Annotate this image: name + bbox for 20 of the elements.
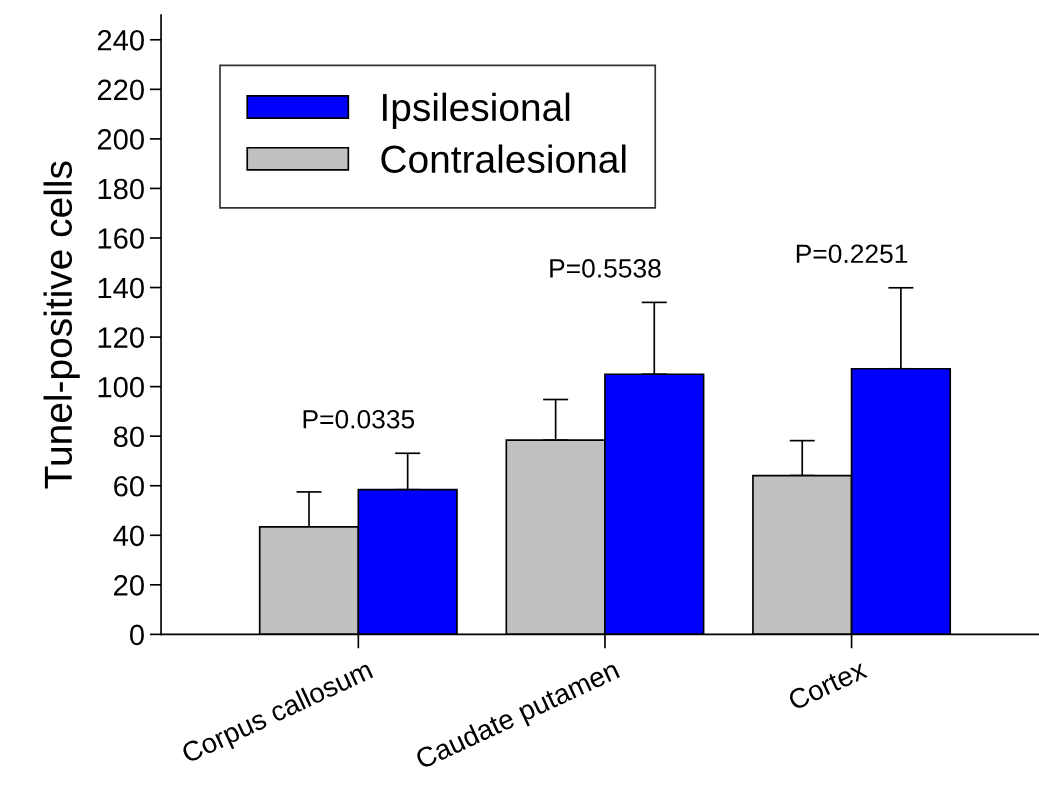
legend-label: Contralesional xyxy=(381,144,626,174)
y-tick-label: 0 xyxy=(129,624,144,646)
y-tick-label: 240 xyxy=(97,29,144,51)
legend-label: Ipsilesional xyxy=(383,92,570,129)
y-tick-label: 140 xyxy=(98,277,144,299)
x-tick-label: Cortex xyxy=(787,658,868,711)
y-tick-label: 160 xyxy=(98,228,144,249)
y-axis-title: Tunel-positive cells xyxy=(43,161,80,489)
y-tick-label: 60 xyxy=(114,475,144,497)
y-tick-label: 20 xyxy=(114,575,144,596)
y-tick-label: 180 xyxy=(98,178,144,200)
annotation: P=0.0335 xyxy=(303,409,415,429)
annotation: P=0.2251 xyxy=(796,244,908,264)
y-tick-label: 80 xyxy=(113,426,144,448)
y-tick-label: 100 xyxy=(98,376,144,398)
y-tick-label: 40 xyxy=(113,525,144,547)
y-tick-label: 120 xyxy=(98,327,144,348)
y-tick-label: 200 xyxy=(97,129,144,150)
annotation: P=0.5538 xyxy=(550,259,661,278)
y-tick-label: 220 xyxy=(97,79,144,101)
